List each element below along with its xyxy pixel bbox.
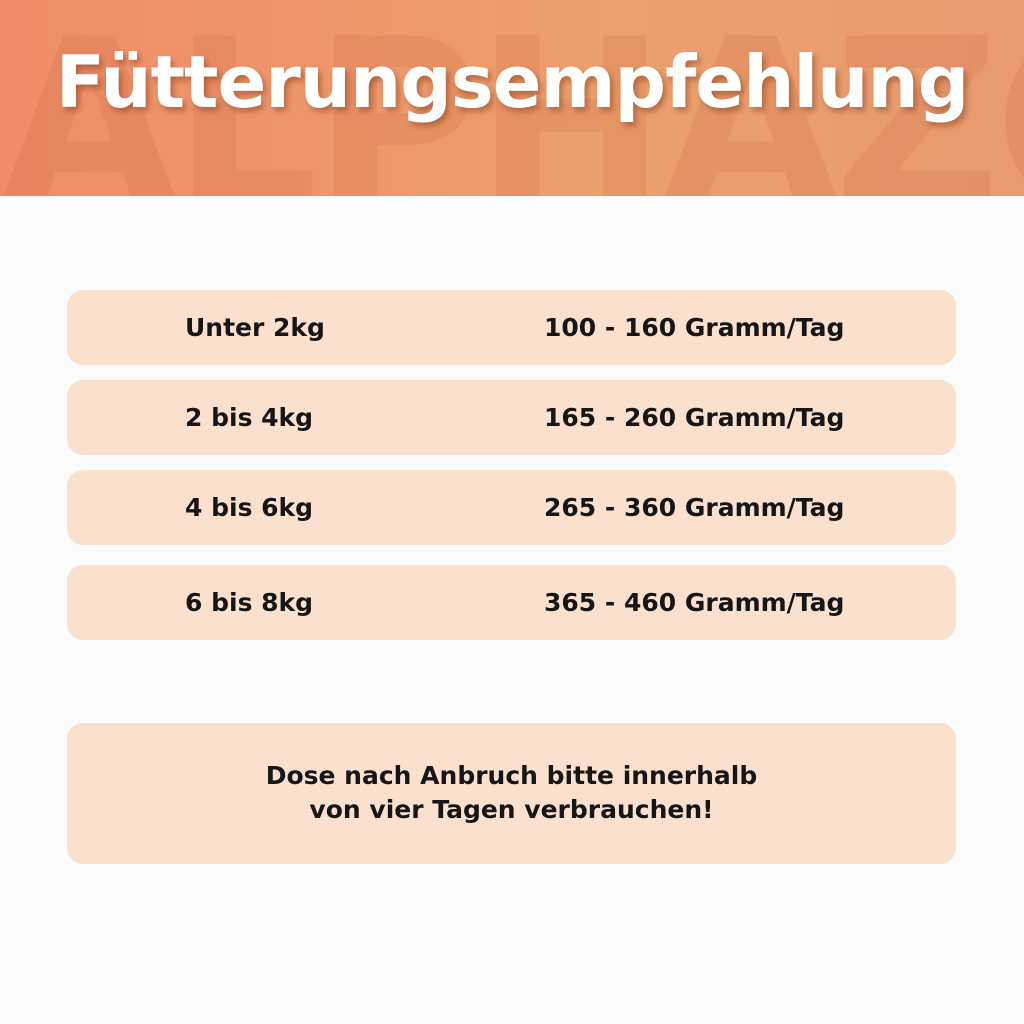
note: Dose nach Anbruch bitte innerhalb von vi… — [67, 723, 956, 864]
title: Fütterungsempfehlung — [55, 40, 969, 124]
weight: 4 bis 6kg — [185, 493, 314, 522]
note-line: Dose nach Anbruch bitte innerhalb — [265, 761, 758, 790]
note-line: von vier Tagen verbrauchen! — [309, 795, 714, 824]
table-row: 6 bis 8kg 365 - 460 Gramm/Tag — [67, 565, 956, 640]
header: ALPHAZOO Fütterungsempfehlung — [0, 0, 1024, 196]
amount: 100 - 160 Gramm/Tag — [544, 313, 845, 342]
table-row: Unter 2kg 100 - 160 Gramm/Tag — [67, 290, 956, 365]
weight: Unter 2kg — [185, 313, 325, 342]
amount: 165 - 260 Gramm/Tag — [544, 403, 845, 432]
table-row: 4 bis 6kg 265 - 360 Gramm/Tag — [67, 470, 956, 545]
table-row: 2 bis 4kg 165 - 260 Gramm/Tag — [67, 380, 956, 455]
amount: 265 - 360 Gramm/Tag — [544, 493, 845, 522]
watermark: ALPHAZOO — [0, 0, 1024, 197]
amount: 365 - 460 Gramm/Tag — [544, 588, 845, 617]
weight: 6 bis 8kg — [185, 588, 314, 617]
weight: 2 bis 4kg — [185, 403, 314, 432]
